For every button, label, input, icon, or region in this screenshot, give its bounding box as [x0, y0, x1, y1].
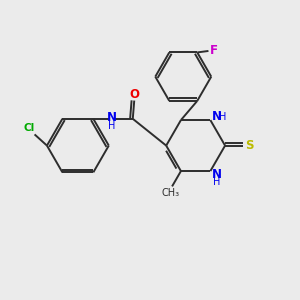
- Text: Cl: Cl: [24, 123, 35, 133]
- Text: N: N: [106, 111, 117, 124]
- Text: H: H: [108, 122, 115, 131]
- Text: N: N: [212, 168, 222, 181]
- Text: H: H: [213, 177, 220, 187]
- Text: CH₃: CH₃: [161, 188, 180, 198]
- Text: F: F: [210, 44, 218, 58]
- Text: S: S: [246, 139, 254, 152]
- Text: H: H: [219, 112, 227, 122]
- Text: O: O: [129, 88, 139, 100]
- Text: N: N: [212, 110, 222, 123]
